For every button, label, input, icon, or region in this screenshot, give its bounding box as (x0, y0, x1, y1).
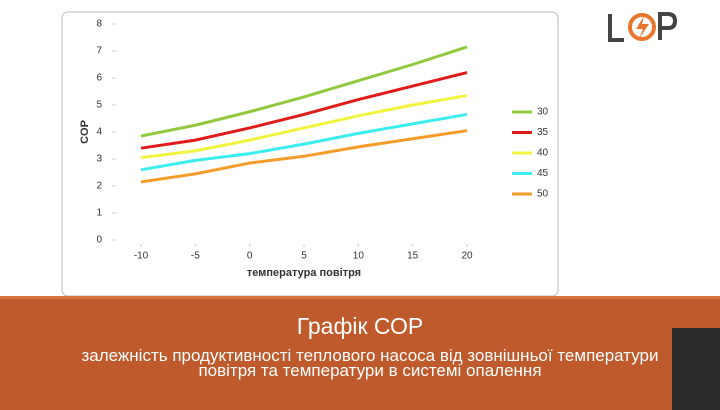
x-tick-label: 10 (353, 251, 365, 262)
slide-title: Графік СОР (296, 313, 424, 339)
y-tick-label: 4 (96, 127, 102, 138)
series-line (140, 94, 468, 160)
x-tick-label: 15 (407, 251, 419, 262)
x-tick-label: -5 (191, 251, 200, 262)
series-line (140, 45, 468, 138)
logo (608, 12, 678, 42)
x-tick-label: 20 (461, 251, 473, 262)
x-tick-label: -10 (134, 251, 149, 262)
y-tick-label: 2 (96, 181, 102, 192)
series-line (140, 112, 468, 172)
y-tick-label: 6 (96, 73, 102, 84)
y-axis-label: COP (79, 120, 91, 144)
y-tick-label: 8 (96, 19, 102, 30)
legend-label: 30 (537, 107, 549, 118)
slide-subtitle: залежність продуктивності теплового насо… (81, 346, 659, 380)
legend-label: 45 (537, 168, 549, 179)
y-tick-label: 5 (96, 100, 102, 111)
y-tick-label: 1 (96, 208, 102, 219)
x-tick-label: 0 (247, 251, 253, 262)
series-line (140, 71, 468, 150)
legend-label: 40 (537, 148, 549, 159)
x-axis-label: температура повітря (247, 267, 361, 279)
legend-label: 50 (537, 189, 549, 200)
series-line (140, 129, 468, 184)
y-tick-label: 3 (96, 154, 102, 165)
y-tick-label: 0 (96, 235, 102, 246)
taskbar-tray (672, 328, 720, 410)
banner (0, 296, 720, 410)
legend-label: 35 (537, 127, 549, 138)
x-tick-label: 5 (301, 251, 307, 262)
y-tick-label: 7 (96, 46, 102, 57)
